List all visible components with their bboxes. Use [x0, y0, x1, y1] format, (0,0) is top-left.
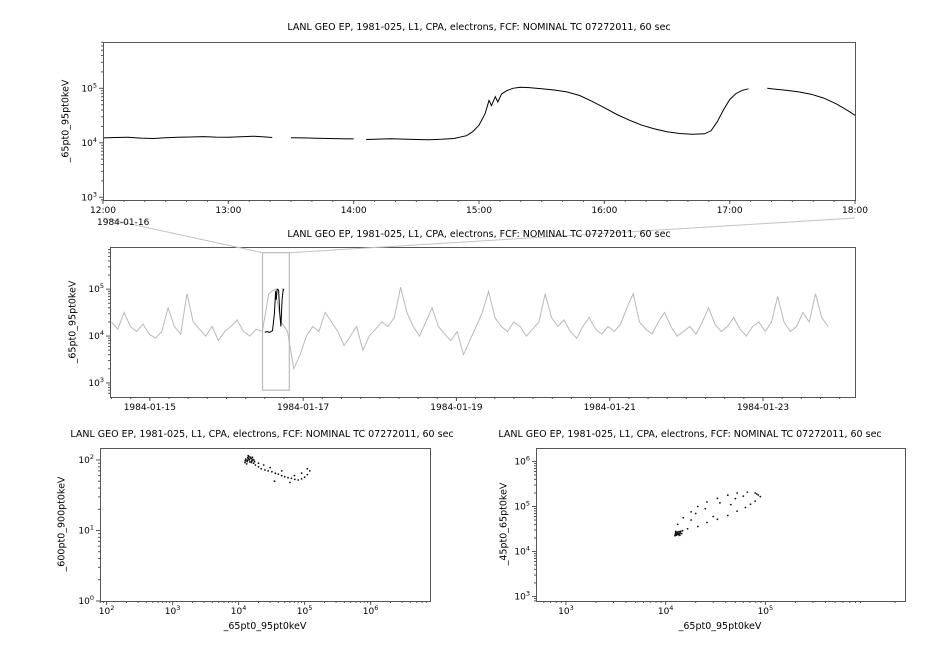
y-tick-label: 104 [88, 329, 104, 342]
y-tick-label: 106 [514, 455, 530, 468]
x-tick-label: 18:00 [842, 206, 868, 216]
scatter-points [244, 454, 311, 484]
x-tick-label: 102 [99, 604, 115, 617]
electron-flux-65-95keV [102, 86, 856, 141]
x-tick-label: 13:00 [215, 206, 241, 216]
top-panel-title: LANL GEO EP, 1981-025, L1, CPA, electron… [287, 22, 671, 33]
x-tick-label: 103 [165, 604, 181, 617]
context-panel-title: LANL GEO EP, 1981-025, L1, CPA, electron… [287, 229, 671, 240]
y-tick-label: 100 [78, 594, 94, 607]
y-tick-label: 103 [514, 590, 530, 603]
x-tick-label: 1984-01-23 [737, 403, 789, 413]
scatter-600-900-vs-65-95-plot-area[interactable] [100, 448, 431, 602]
zoom-connector-lines [102, 217, 856, 254]
context-timeseries-plot-area[interactable] [110, 247, 856, 398]
scatter-600-900-vs-65-95-ticks [96, 459, 427, 605]
context-timeseries-ticks [106, 249, 841, 401]
zoom-timeseries: 103 104 105 12:00 13:00 14:00 15:00 16:00 17:00 1… [81, 41, 868, 216]
x-tick-label: 105 [297, 604, 313, 617]
x-tick-label: 17:00 [717, 206, 743, 216]
y-tick-label: 103 [81, 190, 97, 203]
scatter-45-65-vs-65-95-ticks [532, 461, 896, 605]
y-tick-label: 105 [81, 81, 97, 94]
scatter-45-65-vs-65-95-plot-area[interactable] [536, 448, 906, 602]
zoom-timeseries-plot-area[interactable] [103, 42, 856, 201]
scatter-right-title: LANL GEO EP, 1981-025, L1, CPA, electron… [498, 429, 882, 440]
x-tick-label: 104 [658, 604, 674, 617]
scatter-left-title: LANL GEO EP, 1981-025, L1, CPA, electron… [70, 429, 454, 440]
scatter-45-65-vs-65-95: 103 104 105 106 103 104 105 [514, 448, 906, 617]
x-tick-label: 14:00 [341, 206, 367, 216]
context-panel-ylabel: _65pt0_95pt0keV [67, 280, 79, 364]
x-tick-label: 1984-01-17 [277, 403, 329, 413]
y-tick-label: 102 [78, 453, 94, 466]
x-tick-label: 1984-01-15 [124, 403, 176, 413]
y-tick-label: 104 [81, 136, 97, 149]
x-tick-label: 16:00 [591, 206, 617, 216]
scatter-loop-points [674, 491, 762, 537]
top-panel-date-label: 1984-01-16 [97, 218, 150, 228]
x-tick-label: 15:00 [466, 206, 492, 216]
y-tick-label: 105 [514, 500, 530, 513]
context-flux-65-95keV [111, 287, 829, 371]
scatter-left-xlabel: _65pt0_95pt0keV [223, 621, 307, 632]
top-panel-ylabel: _65pt0_95pt0keV [60, 79, 72, 163]
scatter-600-900-vs-65-95: 100 101 102 102 103 104 105 106 [78, 448, 431, 617]
y-tick-label: 101 [78, 523, 94, 536]
y-tick-label: 103 [88, 376, 104, 389]
zoom-timeseries-ticks [99, 41, 856, 204]
y-tick-label: 105 [88, 282, 104, 295]
scatter-right-ylabel: _45pt0_65pt0keV [498, 482, 510, 566]
x-tick-label: 106 [363, 604, 379, 617]
selection-box[interactable] [261, 252, 290, 391]
scatter-right-xlabel: _65pt0_95pt0keV [678, 621, 762, 632]
context-timeseries: 103 104 105 1984-01-15 1984-01-17 1984-01-19 1… [88, 247, 856, 413]
x-tick-label: 104 [231, 604, 247, 617]
selected-interval-highlight [264, 287, 285, 333]
x-tick-label: 1984-01-21 [584, 403, 636, 413]
scatter-left-ylabel: _600pt0_900pt0keV [56, 476, 68, 572]
x-tick-label: 12:00 [90, 206, 116, 216]
x-tick-label: 105 [758, 604, 774, 617]
x-tick-label: 103 [558, 604, 574, 617]
x-tick-label: 1984-01-19 [430, 403, 483, 413]
y-tick-label: 104 [514, 545, 530, 558]
